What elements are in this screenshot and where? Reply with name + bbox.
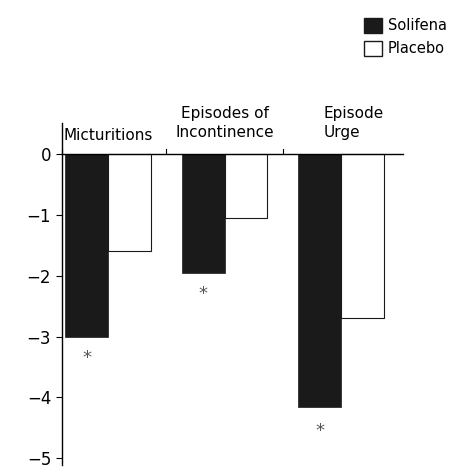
Text: *: *	[82, 349, 91, 367]
Text: Episode
Urge: Episode Urge	[324, 106, 384, 140]
Text: *: *	[199, 285, 208, 303]
Bar	[341, 154, 383, 318]
Bar	[108, 154, 151, 251]
Text: *: *	[315, 422, 324, 440]
Bar	[225, 154, 267, 218]
Text: Episodes of
Incontinence: Episodes of Incontinence	[175, 106, 274, 140]
Bar	[182, 154, 225, 273]
Bar	[65, 154, 108, 337]
Text: Micturitions: Micturitions	[64, 128, 153, 143]
Legend: Solifena, Placebo: Solifena, Placebo	[358, 12, 453, 62]
Bar	[298, 154, 341, 407]
